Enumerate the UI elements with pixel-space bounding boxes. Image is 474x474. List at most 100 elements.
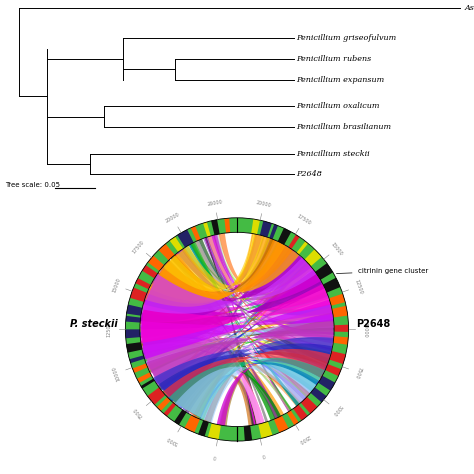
Polygon shape bbox=[146, 318, 334, 365]
Polygon shape bbox=[204, 242, 285, 421]
Polygon shape bbox=[143, 342, 331, 362]
Polygon shape bbox=[152, 282, 264, 425]
Polygon shape bbox=[325, 364, 341, 376]
Polygon shape bbox=[155, 238, 279, 296]
Polygon shape bbox=[145, 237, 285, 307]
Polygon shape bbox=[140, 246, 306, 322]
Polygon shape bbox=[158, 244, 175, 260]
Polygon shape bbox=[140, 273, 328, 338]
Text: Penicillium expansum: Penicillium expansum bbox=[296, 76, 384, 83]
Polygon shape bbox=[147, 239, 293, 303]
Polygon shape bbox=[201, 371, 298, 420]
Polygon shape bbox=[155, 344, 332, 386]
Polygon shape bbox=[146, 292, 309, 400]
Polygon shape bbox=[169, 352, 328, 402]
Polygon shape bbox=[251, 219, 260, 235]
Polygon shape bbox=[140, 310, 323, 375]
Text: P2648: P2648 bbox=[356, 319, 390, 329]
Polygon shape bbox=[164, 264, 255, 425]
Polygon shape bbox=[140, 334, 333, 347]
Polygon shape bbox=[140, 234, 262, 331]
Polygon shape bbox=[171, 259, 307, 402]
Text: citrinin gene cluster: citrinin gene cluster bbox=[337, 268, 428, 274]
Polygon shape bbox=[158, 357, 320, 390]
Polygon shape bbox=[211, 234, 334, 343]
Polygon shape bbox=[127, 305, 142, 316]
Polygon shape bbox=[141, 284, 331, 343]
Polygon shape bbox=[205, 237, 261, 425]
Polygon shape bbox=[214, 234, 328, 304]
Polygon shape bbox=[162, 323, 334, 395]
Polygon shape bbox=[164, 260, 280, 419]
Polygon shape bbox=[144, 299, 306, 400]
Text: 15000: 15000 bbox=[330, 241, 344, 256]
Polygon shape bbox=[204, 319, 334, 423]
Polygon shape bbox=[152, 247, 293, 300]
Polygon shape bbox=[170, 237, 183, 252]
Polygon shape bbox=[140, 293, 328, 342]
Polygon shape bbox=[202, 376, 260, 425]
Polygon shape bbox=[168, 358, 325, 421]
Text: Penicillium steckii: Penicillium steckii bbox=[296, 150, 370, 157]
Text: 12500: 12500 bbox=[353, 278, 363, 295]
Polygon shape bbox=[173, 259, 310, 404]
Polygon shape bbox=[147, 321, 334, 373]
Polygon shape bbox=[166, 237, 273, 398]
Polygon shape bbox=[142, 265, 158, 278]
Polygon shape bbox=[126, 218, 349, 441]
Text: 7500: 7500 bbox=[354, 365, 363, 379]
Text: Tree scale: 0.05: Tree scale: 0.05 bbox=[5, 182, 60, 188]
Polygon shape bbox=[177, 250, 301, 292]
Polygon shape bbox=[150, 285, 334, 325]
Polygon shape bbox=[197, 240, 333, 316]
Polygon shape bbox=[143, 348, 276, 419]
Text: 0: 0 bbox=[262, 452, 266, 458]
Polygon shape bbox=[301, 397, 318, 414]
Polygon shape bbox=[191, 226, 201, 241]
Polygon shape bbox=[171, 255, 268, 422]
Polygon shape bbox=[136, 278, 151, 289]
Polygon shape bbox=[177, 229, 194, 247]
Text: Aspergillus nidulans: Aspergillus nidulans bbox=[465, 4, 474, 11]
Polygon shape bbox=[209, 235, 308, 397]
Polygon shape bbox=[140, 288, 333, 371]
Polygon shape bbox=[258, 421, 273, 438]
Polygon shape bbox=[144, 301, 278, 420]
Polygon shape bbox=[208, 235, 331, 362]
Polygon shape bbox=[141, 238, 274, 349]
Polygon shape bbox=[191, 243, 317, 296]
Polygon shape bbox=[146, 291, 284, 418]
Polygon shape bbox=[163, 242, 284, 293]
Polygon shape bbox=[170, 358, 321, 400]
Polygon shape bbox=[170, 280, 321, 401]
Polygon shape bbox=[141, 270, 325, 355]
Polygon shape bbox=[192, 240, 328, 365]
Polygon shape bbox=[141, 321, 334, 385]
Polygon shape bbox=[141, 310, 333, 352]
Polygon shape bbox=[190, 243, 329, 364]
Polygon shape bbox=[148, 255, 164, 271]
Text: 20000: 20000 bbox=[165, 212, 181, 224]
Polygon shape bbox=[153, 337, 334, 409]
Polygon shape bbox=[163, 255, 303, 398]
Polygon shape bbox=[297, 241, 308, 255]
Polygon shape bbox=[174, 410, 187, 425]
Polygon shape bbox=[156, 358, 314, 392]
Polygon shape bbox=[329, 294, 345, 306]
Polygon shape bbox=[147, 236, 267, 374]
Polygon shape bbox=[143, 299, 330, 358]
Polygon shape bbox=[274, 416, 289, 433]
Text: Penicillium brasilianum: Penicillium brasilianum bbox=[296, 123, 392, 131]
Polygon shape bbox=[130, 287, 147, 302]
Polygon shape bbox=[127, 342, 142, 353]
Polygon shape bbox=[217, 359, 325, 426]
Polygon shape bbox=[287, 410, 299, 425]
Polygon shape bbox=[184, 415, 200, 433]
Polygon shape bbox=[293, 405, 308, 420]
Polygon shape bbox=[182, 248, 334, 327]
Polygon shape bbox=[157, 344, 333, 413]
Polygon shape bbox=[220, 359, 325, 426]
Polygon shape bbox=[145, 235, 264, 361]
Polygon shape bbox=[142, 344, 313, 395]
Polygon shape bbox=[191, 242, 292, 410]
